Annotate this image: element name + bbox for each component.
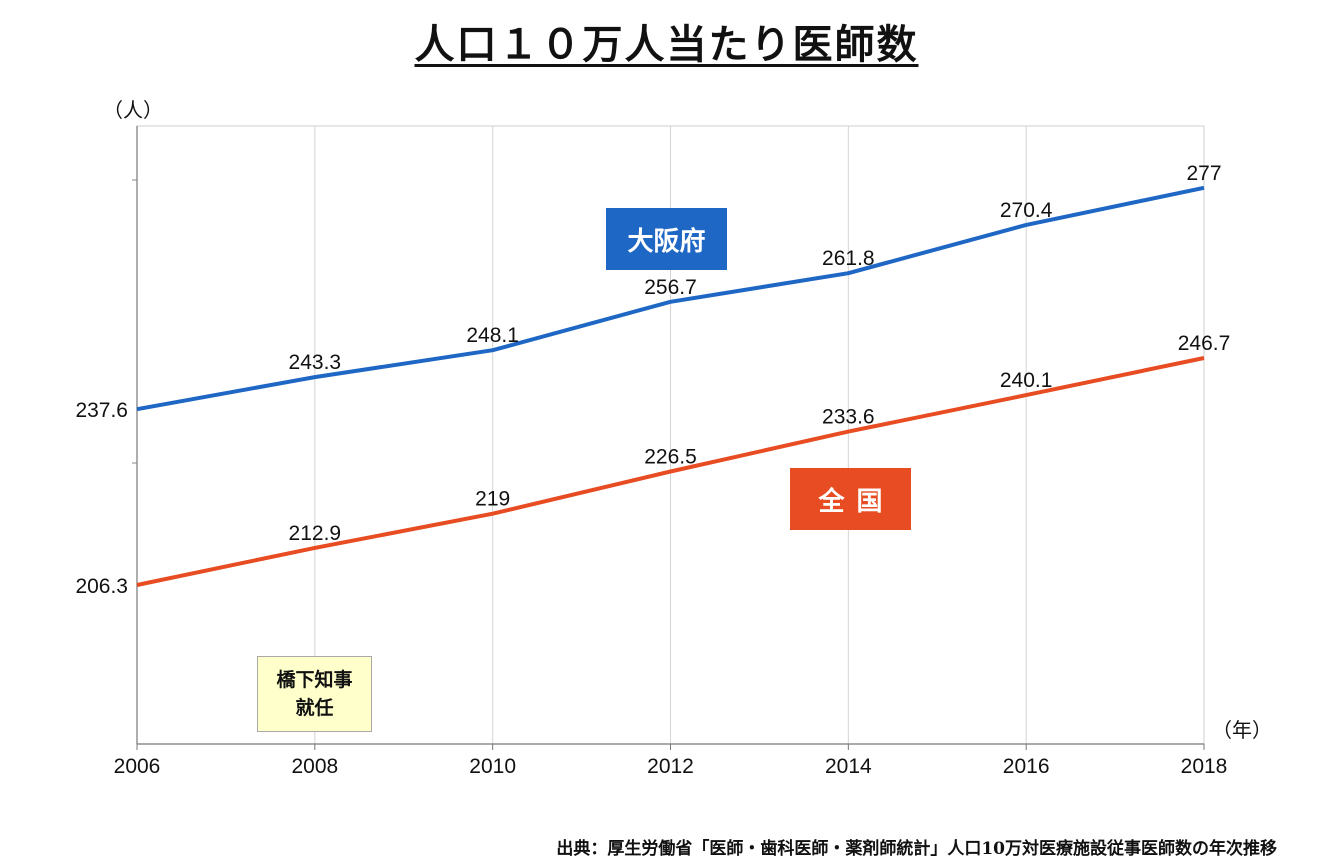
data-label-osaka: 261.8 [822,247,875,270]
annotation-line-2: 就任 [295,697,334,719]
data-label-osaka: 243.3 [289,351,342,374]
data-label-osaka: 270.4 [1000,199,1053,222]
x-axis-unit: （年） [1212,718,1272,742]
data-label-national: 226.5 [644,446,697,469]
x-tick-label: 2010 [469,755,516,778]
data-label-national: 233.6 [822,406,875,429]
data-label-national: 246.7 [1178,332,1231,355]
data-label-osaka: 237.6 [75,399,128,422]
series-line-national [136,356,1205,587]
x-tick-label: 2018 [1181,755,1228,778]
chart-title-text: 人口１０万人当たり医師数 [414,22,919,68]
data-label-national: 219 [475,488,510,511]
series-label-national: 全国 [790,468,911,530]
annotation-line-1: 橋下知事 [276,669,353,691]
x-tick-label: 2008 [291,755,338,778]
chart-title: 人口１０万人当たり医師数 [0,12,1333,70]
data-label-national: 212.9 [289,522,342,545]
y-axis-unit: （人） [103,98,163,122]
series-line-osaka [136,185,1205,412]
x-tick-label: 2014 [825,755,872,778]
source-note: 出典：厚生労働省「医師・歯科医師・薬剤師統計」人口10万対医療施設従事医師数の年… [556,839,1277,859]
x-tick-label: 2006 [114,755,161,778]
data-label-osaka: 248.1 [466,324,519,347]
series-label-osaka: 大阪府 [606,208,727,270]
data-label-osaka: 256.7 [644,276,697,299]
data-label-osaka: 277 [1186,162,1221,185]
annotation-governor-note: 橋下知事 就任 [257,656,372,732]
x-tick-label: 2016 [1003,755,1050,778]
data-label-national: 240.1 [1000,369,1053,392]
x-tick-label: 2012 [647,755,694,778]
data-label-national: 206.3 [75,575,128,598]
